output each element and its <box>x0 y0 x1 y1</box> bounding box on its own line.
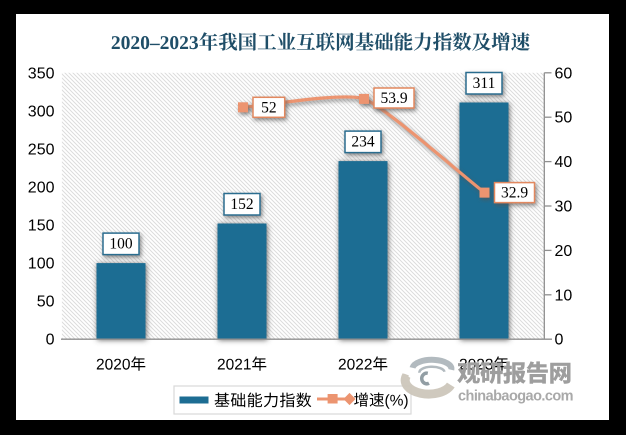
svg-text:300: 300 <box>28 103 55 120</box>
svg-text:32.9: 32.9 <box>501 185 528 202</box>
svg-text:0: 0 <box>46 332 55 349</box>
svg-text:53.9: 53.9 <box>380 90 407 107</box>
svg-text:20: 20 <box>555 243 573 260</box>
svg-text:52: 52 <box>261 99 277 116</box>
svg-text:350: 350 <box>28 65 55 82</box>
svg-text:0: 0 <box>555 332 564 349</box>
svg-text:50: 50 <box>555 110 573 127</box>
svg-text:30: 30 <box>555 199 573 216</box>
svg-text:152: 152 <box>230 196 253 213</box>
svg-text:60: 60 <box>555 65 573 82</box>
svg-text:200: 200 <box>28 180 55 197</box>
svg-text:40: 40 <box>555 154 573 171</box>
svg-text:311: 311 <box>473 75 496 92</box>
svg-text:50: 50 <box>37 294 55 311</box>
svg-text:150: 150 <box>28 218 55 235</box>
svg-text:100: 100 <box>28 256 55 273</box>
svg-text:10: 10 <box>555 287 573 304</box>
svg-text:234: 234 <box>351 134 375 151</box>
svg-text:250: 250 <box>28 141 55 158</box>
svg-text:100: 100 <box>109 236 133 253</box>
svg-text:chinabaogao.com: chinabaogao.com <box>458 389 573 405</box>
